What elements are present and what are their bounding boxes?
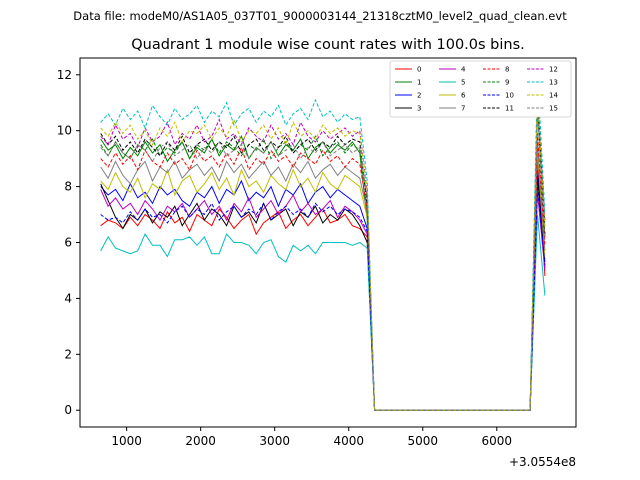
legend-label-10: 10: [505, 92, 514, 100]
legend-label-2: 2: [417, 92, 421, 100]
x-tick-label: 6000: [482, 434, 513, 448]
series-line-10: [100, 186, 546, 411]
series-layer: [100, 69, 546, 411]
legend-label-3: 3: [417, 105, 421, 113]
legend-label-6: 6: [461, 92, 466, 100]
y-tick-label: 8: [64, 180, 72, 194]
x-tick-label: 2000: [185, 434, 216, 448]
legend-box: [389, 60, 572, 118]
x-tick-label: 3000: [259, 434, 290, 448]
y-tick-label: 0: [64, 403, 72, 417]
series-line-7: [100, 141, 546, 411]
x-tick-label: 5000: [407, 434, 438, 448]
suptitle: Data file: modeM0/AS1A05_037T01_90000031…: [73, 9, 567, 23]
x-offset-label: +3.0554e8: [509, 455, 576, 469]
y-tick-label: 12: [57, 68, 72, 82]
x-axis: 1000 2000 3000 4000 5000 6000: [111, 427, 512, 448]
legend-label-5: 5: [461, 79, 465, 87]
y-axis: 0 2 4 6 8 10 12: [57, 68, 80, 417]
y-tick-label: 6: [64, 236, 72, 250]
legend-label-4: 4: [461, 66, 466, 74]
y-tick-label: 2: [64, 347, 72, 361]
chart-title: Quadrant 1 module wise count rates with …: [131, 37, 525, 53]
x-tick-label: 1000: [111, 434, 142, 448]
legend-label-11: 11: [505, 105, 514, 113]
y-tick-label: 10: [57, 124, 72, 138]
series-line-6: [100, 150, 546, 411]
x-tick-label: 4000: [333, 434, 364, 448]
legend-label-0: 0: [417, 66, 421, 74]
legend-label-1: 1: [417, 79, 421, 87]
legend-label-15: 15: [549, 105, 558, 113]
series-line-0: [100, 158, 546, 411]
series-line-15: [100, 113, 546, 411]
series-line-12: [100, 97, 546, 411]
series-line-8: [100, 133, 546, 411]
legend-label-14: 14: [549, 92, 558, 100]
series-line-5: [100, 214, 546, 411]
series-line-9: [100, 88, 546, 411]
y-tick-label: 4: [64, 291, 72, 305]
legend-label-8: 8: [505, 66, 509, 74]
series-line-14: [100, 94, 546, 411]
series-line-13: [100, 69, 546, 411]
legend-label-7: 7: [461, 105, 465, 113]
legend-label-13: 13: [549, 79, 558, 87]
legend-label-12: 12: [549, 66, 558, 74]
legend-label-9: 9: [505, 79, 509, 87]
series-line-3: [100, 175, 546, 411]
